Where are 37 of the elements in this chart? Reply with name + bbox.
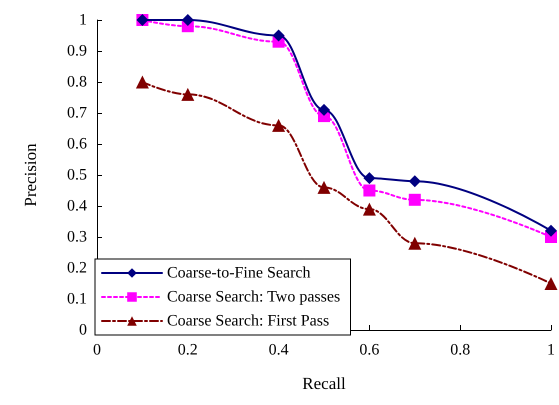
point xyxy=(362,202,376,216)
y-tick-label: 0.7 xyxy=(67,104,87,122)
x-tick-label: 1 xyxy=(547,342,555,358)
point xyxy=(272,30,285,42)
point xyxy=(272,118,286,132)
x-tick-label: 0.2 xyxy=(178,342,198,358)
point xyxy=(318,104,330,116)
y-tick-label: 0.5 xyxy=(67,166,87,184)
x-tick-label: 0.6 xyxy=(359,342,380,358)
y-tick-label: 0.6 xyxy=(67,136,87,152)
point xyxy=(408,194,421,206)
point xyxy=(408,175,421,188)
x-axis-title: Recall xyxy=(302,374,346,393)
x-tick-label: 0 xyxy=(93,342,101,358)
point xyxy=(136,76,149,88)
legend-label: Coarse Search: Two passes xyxy=(167,288,340,306)
point xyxy=(181,88,194,101)
y-tick-label: 0 xyxy=(79,322,87,338)
y-tick-label: 0.1 xyxy=(67,290,87,308)
legend-label: Coarse Search: First Pass xyxy=(167,312,330,330)
y-tick-label: 0.8 xyxy=(67,74,87,90)
y-tick-label: 0.9 xyxy=(67,42,87,60)
legend-label: Coarse-to-Fine Search xyxy=(167,264,311,282)
x-tick-label: 0.4 xyxy=(268,342,289,358)
y-tick-label: 0.4 xyxy=(67,198,87,214)
x-tick-label: 0.8 xyxy=(450,342,470,358)
y-tick-label: 1 xyxy=(79,12,87,28)
point xyxy=(363,172,376,184)
point xyxy=(544,277,558,290)
y-axis-title: Precision xyxy=(21,142,40,207)
point xyxy=(318,180,330,194)
point xyxy=(545,224,557,237)
y-tick-label: 0.3 xyxy=(67,228,87,246)
point xyxy=(182,14,194,26)
point xyxy=(408,236,422,250)
point xyxy=(363,184,376,196)
y-tick-label: 0.2 xyxy=(67,260,87,276)
